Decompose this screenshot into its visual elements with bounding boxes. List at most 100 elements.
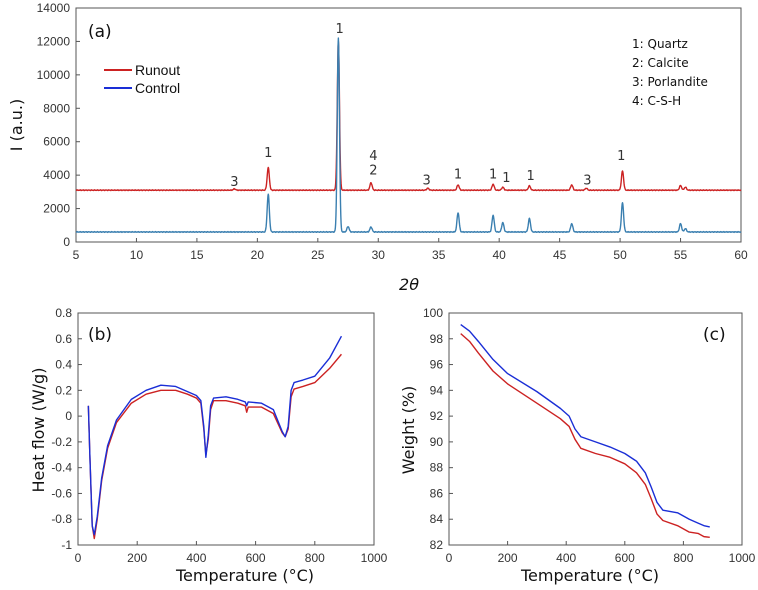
x-tick-label: 400 [556,551,576,565]
xrd-y-axis: 0 2000 4000 6000 8000 10000 12000 14000 [37,1,80,249]
y-tick-label: 98 [430,332,444,346]
y-tick-label: 82 [430,538,444,552]
x-tick-label: 5 [73,248,80,262]
legend-label-control: Control [135,80,180,96]
dsc-y-axis: -1 -0.8 -0.6 -0.4 -0.2 0 0.2 0.4 0.6 0.8 [51,306,82,552]
series-line-control [87,335,343,536]
y-tick-label: 94 [430,383,444,397]
x-tick-label: 40 [493,248,507,262]
series-line-control [75,37,742,234]
x-tick-label: 25 [311,248,325,262]
peak-label: 1 [489,167,497,182]
x-tick-label: 600 [615,551,635,565]
y-tick-label: 14000 [37,1,71,15]
phase-key-1: 1: Quartz [632,37,688,51]
peak-label: 1 [502,171,510,186]
dsc-panel: 0 200 400 600 800 1000 -1 -0.8 -0.6 -0.4 -0.2 0 0.2… [29,306,388,585]
x-tick-label: 600 [246,551,266,565]
x-tick-label: 55 [674,248,688,262]
phase-key: 1: Quartz 2: Calcite 3: Porlandite 4: C-… [632,37,708,108]
y-tick-label: 8000 [43,101,70,115]
xrd-y-axis-title: I (a.u.) [7,99,26,151]
y-tick-label: 0.6 [55,332,72,346]
y-tick-label: 0.2 [55,383,72,397]
y-tick-label: 6000 [43,135,70,149]
series-line-runout [75,40,742,192]
xrd-x-axis: 5 10 15 20 25 30 35 40 45 50 55 60 [73,238,748,262]
y-tick-label: -0.6 [51,486,72,500]
y-tick-label: 86 [430,486,444,500]
peak-label: 2 [369,163,377,178]
x-tick-label: 60 [734,248,748,262]
peak-label: 1 [335,22,343,37]
panel-label-b: (b) [88,325,112,345]
panel-label-c: (c) [703,325,726,345]
y-tick-label: 0 [65,409,72,423]
peak-label: 3 [230,175,238,190]
x-tick-label: 50 [613,248,627,262]
y-tick-label: 4000 [43,168,70,182]
xrd-panel: 5 10 15 20 25 30 35 40 45 50 55 60 0 2000 4000 6000 800… [7,1,748,294]
dsc-x-axis-title: Temperature (°C) [175,566,314,585]
xrd-legend: Runout Control [104,62,180,96]
peak-label: 4 [369,149,377,164]
x-tick-label: 20 [251,248,265,262]
peak-label: 1 [617,149,625,164]
x-tick-label: 800 [305,551,325,565]
xrd-plot-frame [75,7,742,243]
x-tick-label: 45 [553,248,567,262]
y-tick-label: -0.4 [51,461,72,475]
x-tick-label: 35 [432,248,446,262]
xrd-x-axis-title: 2θ [399,275,419,294]
x-tick-label: 10 [130,248,144,262]
y-tick-label: -1 [61,538,72,552]
peak-label: 3 [422,173,430,188]
y-tick-label: 0.8 [55,306,72,320]
phase-key-2: 2: Calcite [632,56,689,70]
x-tick-label: 1000 [729,551,756,565]
x-tick-label: 400 [186,551,206,565]
y-tick-label: -0.2 [51,435,72,449]
dsc-series [87,335,343,540]
series-line-runout [87,353,342,540]
y-tick-label: 96 [430,358,444,372]
dsc-plot-frame [77,312,375,546]
peak-label: 1 [526,169,534,184]
x-tick-label: 1000 [361,551,388,565]
y-tick-label: -0.8 [51,512,72,526]
xrd-series [75,37,742,234]
phase-key-3: 3: Porlandite [632,75,708,89]
x-tick-label: 30 [372,248,386,262]
series-line-runout [460,333,710,538]
peak-label: 1 [264,146,272,161]
y-tick-label: 90 [430,435,444,449]
x-tick-label: 200 [498,551,518,565]
tga-x-axis-title: Temperature (°C) [520,566,659,585]
tga-series [460,324,710,538]
x-tick-label: 200 [127,551,147,565]
phase-key-4: 4: C-S-H [632,94,681,108]
tga-y-axis-title: Weight (%) [399,386,418,475]
x-tick-label: 0 [75,551,82,565]
tga-y-axis: 82 84 86 88 90 92 94 96 98 100 [423,306,453,552]
legend-label-runout: Runout [135,62,180,78]
dsc-y-axis-title: Heat flow (W/g) [29,368,48,493]
x-tick-label: 800 [673,551,693,565]
y-tick-label: 84 [430,512,444,526]
tga-panel: 0 200 400 600 800 1000 828486889092949698100 … [399,306,756,585]
y-tick-label: 12000 [37,34,71,48]
tga-x-axis: 0 200 400 600 800 1000 [446,541,756,565]
y-tick-label: 2000 [43,202,70,216]
dsc-x-axis: 0 200 400 600 800 1000 [75,541,388,565]
y-tick-label: 92 [430,409,444,423]
peak-label: 3 [583,173,591,188]
x-tick-label: 15 [190,248,204,262]
y-tick-label: 88 [430,461,444,475]
y-tick-label: 100 [423,306,443,320]
peak-label: 1 [454,167,462,182]
tga-plot-frame [448,312,743,546]
x-tick-label: 0 [446,551,453,565]
y-tick-label: 10000 [37,68,71,82]
